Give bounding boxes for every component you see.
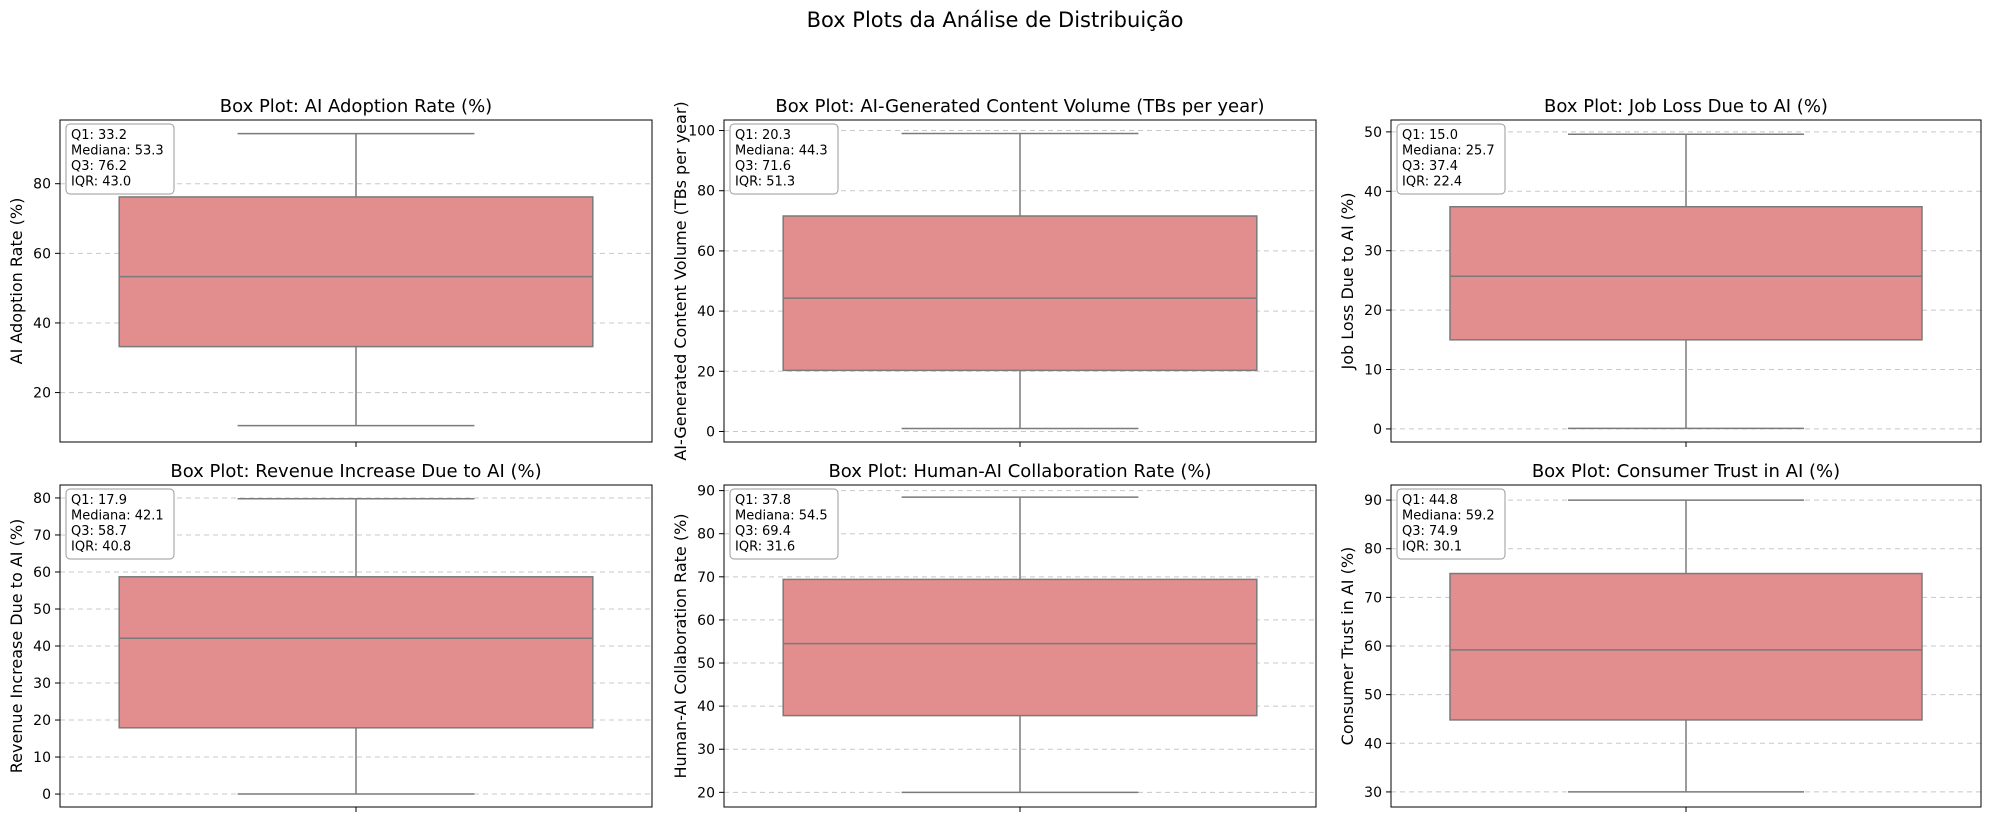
y-tick-label: 40 [697, 304, 715, 320]
y-tick-label: 50 [697, 656, 715, 672]
panel-title: Box Plot: AI-Generated Content Volume (T… [775, 96, 1264, 117]
iqr-box [1450, 207, 1922, 340]
stats-line: Q1: 33.2 [71, 128, 127, 143]
y-tick-label: 50 [1364, 125, 1382, 141]
y-tick-label: 60 [697, 613, 715, 629]
stats-line: Q1: 37.8 [735, 493, 791, 508]
y-tick-label: 90 [1364, 493, 1382, 509]
y-tick-label: 20 [697, 785, 715, 801]
y-axis-label: Revenue Increase Due to AI (%) [7, 519, 26, 774]
panel-title: Box Plot: Revenue Increase Due to AI (%) [170, 461, 541, 482]
stats-line: IQR: 51.3 [735, 175, 795, 190]
stats-line: IQR: 43.0 [71, 175, 131, 190]
y-tick-label: 40 [697, 699, 715, 715]
y-tick-label: 80 [1364, 542, 1382, 558]
y-tick-label: 90 [697, 484, 715, 500]
y-tick-label: 50 [33, 602, 51, 618]
y-axis-label: AI-Generated Content Volume (TBs per yea… [671, 101, 690, 460]
stats-line: IQR: 31.6 [735, 540, 795, 555]
stats-line: IQR: 30.1 [1402, 540, 1462, 555]
y-tick-label: 30 [1364, 244, 1382, 260]
stats-line: Q3: 69.4 [735, 524, 791, 539]
stats-line: Mediana: 25.7 [1402, 144, 1495, 159]
y-tick-label: 60 [697, 244, 715, 260]
y-tick-label: 20 [1364, 303, 1382, 319]
stats-line: Q3: 71.6 [735, 159, 791, 174]
chart-panel-3: 0 10 20 30 40 50 Box Plot: Job Loss Due to AI … [1338, 96, 1981, 447]
y-tick-label: 60 [1364, 639, 1382, 655]
stats-line: Mediana: 53.3 [71, 144, 164, 159]
y-tick-label: 70 [33, 528, 51, 544]
iqr-box [119, 577, 593, 728]
y-tick-label: 100 [688, 124, 715, 140]
y-axis-label: AI Adoption Rate (%) [7, 198, 26, 365]
y-tick-label: 40 [33, 639, 51, 655]
stats-line: Mediana: 44.3 [735, 144, 828, 159]
panel-title: Box Plot: Consumer Trust in AI (%) [1532, 461, 1840, 482]
y-tick-label: 20 [697, 364, 715, 380]
y-axis-label: Consumer Trust in AI (%) [1338, 547, 1357, 746]
y-axis-label: Human-AI Collaboration Rate (%) [671, 513, 690, 778]
chart-panel-2: 0 20 40 60 80 100 Box Plot: AI-Generated Conte… [671, 96, 1316, 461]
stats-line: IQR: 22.4 [1402, 175, 1462, 190]
figure-title: Box Plots da Análise de Distribuição [807, 8, 1184, 32]
y-tick-label: 40 [1364, 736, 1382, 752]
panel-title: Box Plot: Human-AI Collaboration Rate (%… [828, 461, 1211, 482]
stats-line: Q1: 15.0 [1402, 128, 1458, 143]
y-tick-label: 0 [42, 787, 51, 803]
stats-line: Q3: 76.2 [71, 159, 127, 174]
panel-title: Box Plot: Job Loss Due to AI (%) [1544, 96, 1828, 117]
y-tick-label: 40 [33, 316, 51, 332]
chart-panel-6: 30 40 50 60 70 80 90 Box Plot: Consumer Trust i… [1338, 461, 1981, 812]
stats-line: Mediana: 54.5 [735, 509, 828, 524]
iqr-box [783, 579, 1257, 715]
y-tick-label: 70 [697, 570, 715, 586]
y-tick-label: 80 [697, 527, 715, 543]
chart-panel-4: 0 10 20 30 40 50 60 70 80 Box Plot: Revenue Incre… [7, 461, 652, 812]
y-tick-label: 60 [33, 565, 51, 581]
y-axis-label: Job Loss Due to AI (%) [1338, 193, 1357, 371]
y-tick-label: 80 [33, 491, 51, 507]
stats-line: Q1: 20.3 [735, 128, 791, 143]
y-tick-label: 80 [697, 184, 715, 200]
iqr-box [1450, 574, 1922, 720]
y-tick-label: 30 [33, 676, 51, 692]
y-tick-label: 40 [1364, 184, 1382, 200]
y-tick-label: 20 [33, 713, 51, 729]
chart-panel-5: 20 30 40 50 60 70 80 90 Box Plot: Human-AI Colla… [671, 461, 1316, 812]
stats-line: Q1: 44.8 [1402, 493, 1458, 508]
y-tick-label: 20 [33, 386, 51, 402]
stats-line: Mediana: 59.2 [1402, 509, 1495, 524]
y-tick-label: 60 [33, 246, 51, 262]
y-tick-label: 50 [1364, 688, 1382, 704]
y-tick-label: 10 [1364, 363, 1382, 379]
y-tick-label: 70 [1364, 590, 1382, 606]
y-tick-label: 80 [33, 177, 51, 193]
y-tick-label: 10 [33, 750, 51, 766]
y-tick-label: 0 [706, 424, 715, 440]
iqr-box [783, 216, 1257, 370]
stats-line: Q3: 58.7 [71, 524, 127, 539]
stats-line: Q3: 37.4 [1402, 159, 1458, 174]
stats-line: Q3: 74.9 [1402, 524, 1458, 539]
chart-panel-1: 20 40 60 80 Box Plot: AI Adoption Rate (%) AI… [7, 96, 652, 447]
panel-title: Box Plot: AI Adoption Rate (%) [220, 96, 492, 117]
stats-line: IQR: 40.8 [71, 540, 131, 555]
stats-line: Q1: 17.9 [71, 493, 127, 508]
iqr-box [119, 197, 593, 347]
y-tick-label: 30 [697, 742, 715, 758]
y-tick-label: 0 [1373, 422, 1382, 438]
y-tick-label: 30 [1364, 785, 1382, 801]
stats-line: Mediana: 42.1 [71, 509, 164, 524]
